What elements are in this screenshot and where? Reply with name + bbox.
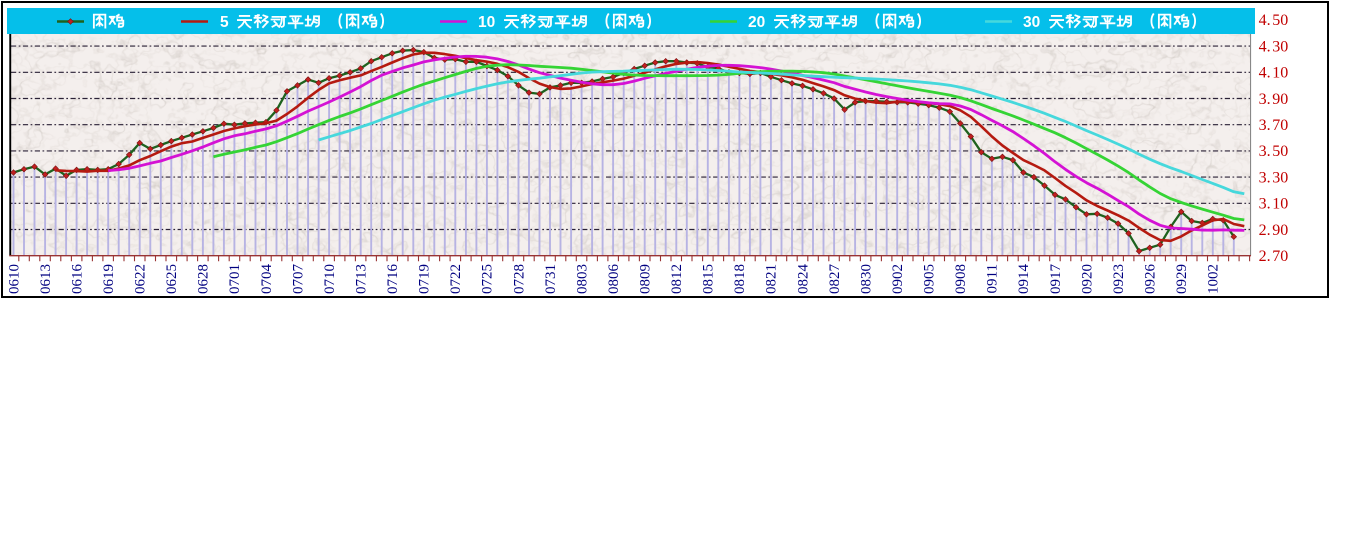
svg-text:0815: 0815 (701, 264, 717, 294)
svg-text:0917: 0917 (1048, 264, 1064, 295)
svg-text:0725: 0725 (480, 264, 496, 294)
svg-text:0619: 0619 (101, 264, 117, 294)
svg-text:10: 10 (478, 14, 495, 31)
svg-text:0622: 0622 (133, 264, 149, 294)
svg-text:2.90: 2.90 (1259, 222, 1289, 239)
svg-text:0625: 0625 (164, 264, 180, 294)
svg-text:0821: 0821 (764, 264, 780, 294)
svg-text:3.10: 3.10 (1259, 196, 1289, 213)
svg-text:0707: 0707 (290, 264, 306, 295)
svg-text:0809: 0809 (638, 264, 654, 294)
svg-text:4.50: 4.50 (1259, 12, 1289, 29)
svg-text:4.30: 4.30 (1259, 38, 1289, 55)
svg-text:0701: 0701 (227, 264, 243, 294)
svg-text:0610: 0610 (6, 264, 22, 294)
svg-text:0908: 0908 (953, 264, 969, 294)
svg-text:0926: 0926 (1143, 264, 1159, 295)
svg-text:3.70: 3.70 (1259, 117, 1289, 134)
svg-text:1002: 1002 (1206, 264, 1222, 294)
svg-text:3.90: 3.90 (1259, 91, 1289, 108)
svg-text:0920: 0920 (1079, 264, 1095, 294)
svg-text:4.10: 4.10 (1259, 65, 1289, 82)
svg-text:0616: 0616 (69, 264, 85, 295)
svg-text:30: 30 (1023, 14, 1040, 31)
svg-text:0803: 0803 (574, 264, 590, 294)
svg-text:0818: 0818 (732, 264, 748, 294)
svg-text:5: 5 (220, 14, 229, 31)
svg-text:0728: 0728 (511, 264, 527, 294)
svg-text:0713: 0713 (354, 264, 370, 294)
svg-text:0722: 0722 (448, 264, 464, 294)
svg-text:0929: 0929 (1174, 264, 1190, 294)
svg-text:0911: 0911 (985, 264, 1001, 293)
svg-text:2.70: 2.70 (1259, 248, 1289, 265)
svg-text:3.50: 3.50 (1259, 143, 1289, 160)
svg-text:0827: 0827 (827, 264, 843, 295)
svg-text:0806: 0806 (606, 264, 622, 295)
svg-text:0719: 0719 (417, 264, 433, 294)
svg-text:0914: 0914 (1016, 264, 1032, 295)
svg-text:0704: 0704 (259, 264, 275, 295)
svg-text:0830: 0830 (858, 264, 874, 294)
svg-text:0902: 0902 (890, 264, 906, 294)
svg-text:0812: 0812 (669, 264, 685, 294)
svg-text:0923: 0923 (1111, 264, 1127, 294)
svg-text:0628: 0628 (196, 264, 212, 294)
svg-text:0710: 0710 (322, 264, 338, 294)
svg-text:3.30: 3.30 (1259, 169, 1289, 186)
svg-text:0824: 0824 (795, 264, 811, 295)
svg-text:0731: 0731 (543, 264, 559, 294)
svg-text:0716: 0716 (385, 264, 401, 295)
svg-text:20: 20 (748, 14, 765, 31)
svg-text:0905: 0905 (922, 264, 938, 294)
svg-text:0613: 0613 (38, 264, 54, 294)
